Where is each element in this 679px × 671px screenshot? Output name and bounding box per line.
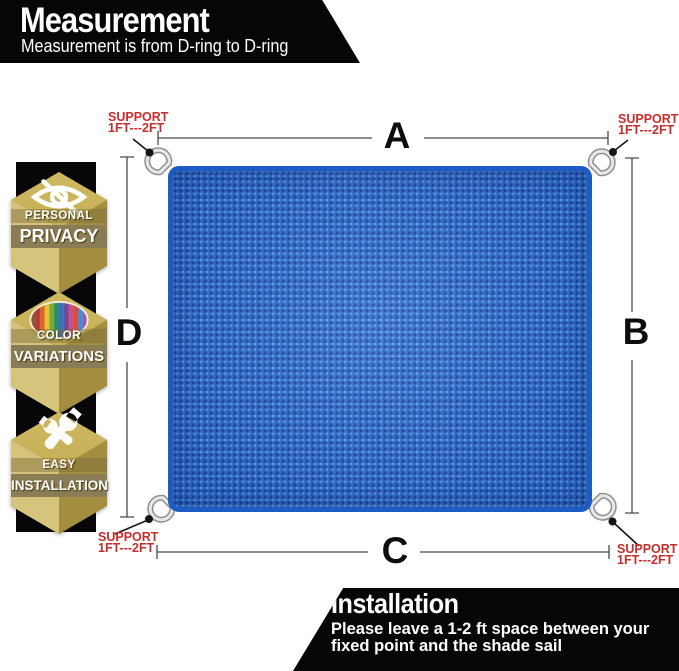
badge-color-variations: COLOR VARIATIONS bbox=[11, 292, 107, 414]
measurement-line-b bbox=[625, 157, 639, 514]
installation-banner-title: Installation bbox=[331, 588, 459, 619]
badge-small-label: PERSONAL bbox=[11, 209, 107, 223]
badge-personal-privacy: PERSONAL PRIVACY bbox=[11, 172, 107, 294]
support-label-top-left: SUPPORT 1FT---2FT bbox=[108, 110, 169, 135]
badge-small-label: EASY bbox=[11, 458, 107, 472]
measurement-banner-title: Measurement bbox=[20, 1, 210, 40]
support-label-line2: 1FT---2FT bbox=[617, 553, 674, 567]
d-ring-bottom-right bbox=[588, 492, 617, 521]
badge-large-label: PRIVACY bbox=[11, 225, 107, 248]
dimension-letter-d: D bbox=[115, 312, 143, 353]
measurement-line-d bbox=[120, 156, 134, 518]
support-label-bottom-right: SUPPORT 1FT---2FT bbox=[617, 542, 678, 567]
installation-banner-subtitle: Please leave a 1-2 ft space between your… bbox=[331, 620, 650, 655]
support-label-line1: SUPPORT bbox=[108, 110, 169, 124]
support-label-line2: 1FT---2FT bbox=[98, 541, 155, 555]
dimension-letter-c: C bbox=[381, 530, 409, 571]
measurement-line-a bbox=[157, 131, 609, 145]
measurement-banner: Measurement Measurement is from D-ring t… bbox=[0, 0, 360, 63]
badge-easy-installation: EASY INSTALLATION bbox=[11, 407, 108, 534]
support-label-line1: SUPPORT bbox=[98, 530, 159, 544]
badge-large-label: INSTALLATION bbox=[11, 474, 108, 497]
support-label-line2: 1FT---2FT bbox=[108, 121, 165, 135]
d-ring-top-right bbox=[587, 148, 616, 177]
support-label-bottom-left: SUPPORT 1FT---2FT bbox=[98, 530, 159, 555]
measurement-line-c bbox=[156, 545, 610, 559]
installation-banner: Installation Please leave a 1-2 ft space… bbox=[293, 588, 679, 671]
dimension-letter-b: B bbox=[622, 311, 650, 352]
support-label-line1: SUPPORT bbox=[617, 542, 678, 556]
dimension-letter-a: A bbox=[383, 115, 411, 156]
support-label-line2: 1FT---2FT bbox=[618, 123, 675, 137]
measurement-banner-subtitle: Measurement is from D-ring to D-ring bbox=[21, 36, 289, 56]
d-ring-bottom-left bbox=[147, 494, 176, 523]
support-label-line1: SUPPORT bbox=[618, 112, 679, 126]
badge-small-label: COLOR bbox=[11, 329, 107, 343]
shade-sail-fabric bbox=[168, 166, 592, 512]
support-pointer-lines bbox=[114, 138, 640, 547]
privacy-eye-off-icon bbox=[30, 179, 88, 215]
color-stripes-icon bbox=[29, 300, 89, 340]
badge-large-label: VARIATIONS bbox=[11, 345, 107, 368]
support-label-top-right: SUPPORT 1FT---2FT bbox=[618, 112, 679, 137]
crossed-wrenches-icon bbox=[38, 407, 82, 449]
